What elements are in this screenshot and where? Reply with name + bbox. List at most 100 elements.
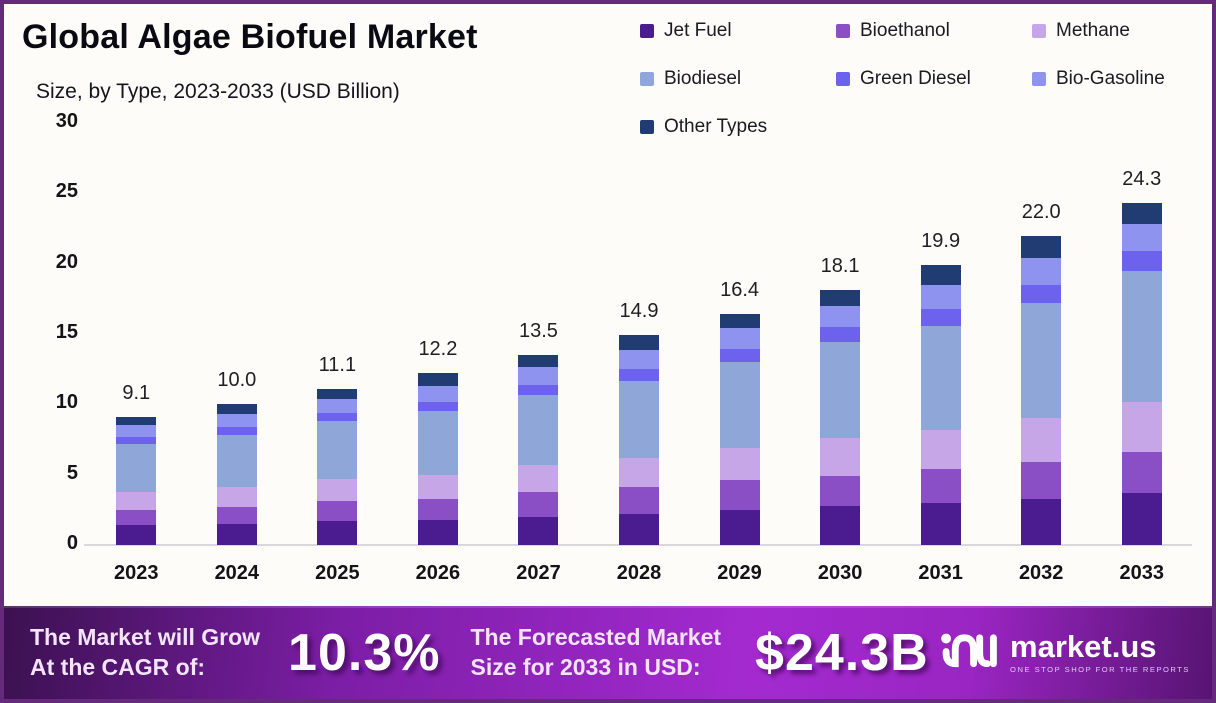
forecast-label-line1: The Forecasted Market bbox=[470, 624, 722, 651]
bar-column-2025: 11.1 bbox=[287, 354, 388, 545]
bar-column-2032: 22.0 bbox=[991, 201, 1092, 545]
footer-banner: The Market will Grow At the CAGR of: 10.… bbox=[4, 606, 1212, 699]
stacked-bar-2032 bbox=[1021, 235, 1062, 545]
bar-total-label-2025: 11.1 bbox=[318, 353, 357, 376]
bar-segment-bioethanol bbox=[719, 480, 760, 510]
legend-item-green-diesel: Green Diesel bbox=[836, 68, 1032, 90]
bar-segment-green-diesel bbox=[1021, 284, 1062, 304]
bar-segment-jet-fuel bbox=[216, 523, 257, 545]
brand-logo: market.us ONE STOP SHOP FOR THE REPORTS bbox=[940, 627, 1190, 678]
bar-segment-other-types bbox=[417, 373, 458, 387]
legend-item-jet-fuel: Jet Fuel bbox=[640, 20, 836, 42]
bar-segment-bioethanol bbox=[317, 501, 358, 522]
bar-segment-other-types bbox=[719, 314, 760, 329]
y-tick-20: 20 bbox=[55, 250, 78, 273]
bar-segment-bioethanol bbox=[518, 491, 559, 517]
bar-total-label-2033: 24.3 bbox=[1122, 168, 1162, 191]
bar-column-2026: 12.2 bbox=[388, 338, 489, 545]
bar-segment-jet-fuel bbox=[518, 516, 559, 545]
x-label-2027: 2027 bbox=[516, 562, 561, 584]
legend-label: Biodiesel bbox=[664, 68, 742, 89]
bar-segment-green-diesel bbox=[518, 384, 559, 395]
brand-tagline: ONE STOP SHOP FOR THE REPORTS bbox=[1010, 665, 1190, 674]
stacked-bar-2028 bbox=[619, 335, 659, 545]
bar-segment-biodiesel bbox=[619, 380, 659, 458]
legend-label: Green Diesel bbox=[860, 68, 971, 89]
bar-total-label-2023: 9.1 bbox=[122, 382, 151, 405]
bar-segment-bioethanol bbox=[116, 509, 157, 526]
bar-segment-jet-fuel bbox=[619, 514, 659, 545]
bar-segment-biodiesel bbox=[920, 325, 961, 430]
bar-segment-bio-gasoline bbox=[1121, 224, 1162, 252]
bar-segment-green-diesel bbox=[417, 401, 458, 412]
bar-segment-jet-fuel bbox=[820, 505, 861, 545]
bar-segment-jet-fuel bbox=[417, 519, 458, 545]
bar-segment-methane bbox=[719, 447, 760, 481]
bar-segment-jet-fuel bbox=[719, 509, 760, 545]
legend-swatch-jet-fuel bbox=[640, 24, 654, 38]
bar-segment-methane bbox=[820, 438, 861, 477]
page-title: Global Algae Biofuel Market bbox=[22, 18, 478, 56]
bar-segment-bioethanol bbox=[920, 469, 961, 503]
bar-segment-jet-fuel bbox=[1121, 493, 1162, 545]
stacked-bar-2030 bbox=[820, 290, 861, 545]
y-tick-30: 30 bbox=[55, 109, 78, 132]
bar-segment-green-diesel bbox=[317, 412, 358, 422]
bar-segment-green-diesel bbox=[920, 308, 961, 326]
legend-swatch-biodiesel bbox=[640, 72, 654, 86]
bar-segment-bio-gasoline bbox=[820, 305, 861, 327]
bar-segment-bio-gasoline bbox=[518, 366, 559, 385]
bar-segment-bioethanol bbox=[417, 498, 458, 520]
legend-swatch-methane bbox=[1032, 24, 1046, 38]
bar-chart-area: 9.1 10.0 11.1 12.2 13.5 14.9 16.4 18.1 19.9 22.0 2… bbox=[86, 0, 1192, 545]
stacked-bar-2024 bbox=[216, 404, 257, 545]
x-label-2028: 2028 bbox=[616, 562, 662, 584]
bar-total-label-2030: 18.1 bbox=[820, 255, 860, 278]
bar-segment-green-diesel bbox=[820, 326, 861, 343]
legend-swatch-green-diesel bbox=[836, 72, 850, 86]
legend-swatch-bioethanol bbox=[836, 24, 850, 38]
market-us-logo-icon bbox=[940, 627, 998, 678]
bar-segment-jet-fuel bbox=[1021, 498, 1062, 545]
bar-segment-other-types bbox=[518, 355, 559, 367]
x-label-2023: 2023 bbox=[114, 562, 159, 584]
bar-segment-bioethanol bbox=[1021, 462, 1062, 499]
bar-segment-jet-fuel bbox=[317, 521, 358, 545]
y-tick-15: 15 bbox=[55, 320, 78, 343]
bar-total-label-2031: 19.9 bbox=[921, 230, 961, 253]
bar-total-label-2029: 16.4 bbox=[720, 279, 760, 302]
x-label-2031: 2031 bbox=[918, 562, 963, 584]
bar-column-2030: 18.1 bbox=[790, 255, 891, 545]
bar-segment-other-types bbox=[1021, 235, 1062, 259]
x-axis-baseline bbox=[84, 544, 1192, 546]
bar-segment-biodiesel bbox=[317, 421, 358, 479]
legend-item-methane: Methane bbox=[1032, 20, 1206, 42]
bar-segment-bioethanol bbox=[1121, 452, 1162, 493]
bar-column-2023: 9.1 bbox=[86, 382, 187, 545]
forecast-label: The Forecasted Market Size for 2033 in U… bbox=[471, 623, 722, 682]
bar-segment-bio-gasoline bbox=[1021, 258, 1062, 285]
chart-legend: Jet Fuel Bioethanol Methane Biodiesel Green … bbox=[640, 20, 1206, 138]
legend-swatch-other-types bbox=[640, 120, 654, 134]
y-tick-5: 5 bbox=[66, 461, 78, 484]
bar-segment-green-diesel bbox=[116, 436, 157, 444]
bar-segment-bio-gasoline bbox=[116, 425, 157, 437]
bar-segment-methane bbox=[920, 429, 961, 470]
stacked-bar-2023 bbox=[116, 417, 157, 545]
bar-segment-bioethanol bbox=[820, 476, 861, 506]
legend-label: Other Types bbox=[664, 116, 768, 137]
stacked-bar-2031 bbox=[920, 265, 961, 545]
forecast-value: $24.3B bbox=[755, 623, 929, 682]
bar-total-label-2032: 22.0 bbox=[1021, 200, 1061, 223]
bar-total-label-2026: 12.2 bbox=[418, 338, 458, 361]
bar-segment-other-types bbox=[1121, 203, 1162, 225]
x-label-2024: 2024 bbox=[214, 562, 260, 584]
bar-segment-bio-gasoline bbox=[619, 349, 659, 370]
stacked-bar-2033 bbox=[1121, 203, 1162, 545]
y-tick-10: 10 bbox=[55, 391, 78, 414]
bar-segment-bio-gasoline bbox=[719, 328, 760, 350]
bar-segment-other-types bbox=[317, 388, 358, 399]
bar-segment-methane bbox=[317, 478, 358, 502]
forecast-label-line2: Size for 2033 in USD: bbox=[470, 653, 701, 680]
